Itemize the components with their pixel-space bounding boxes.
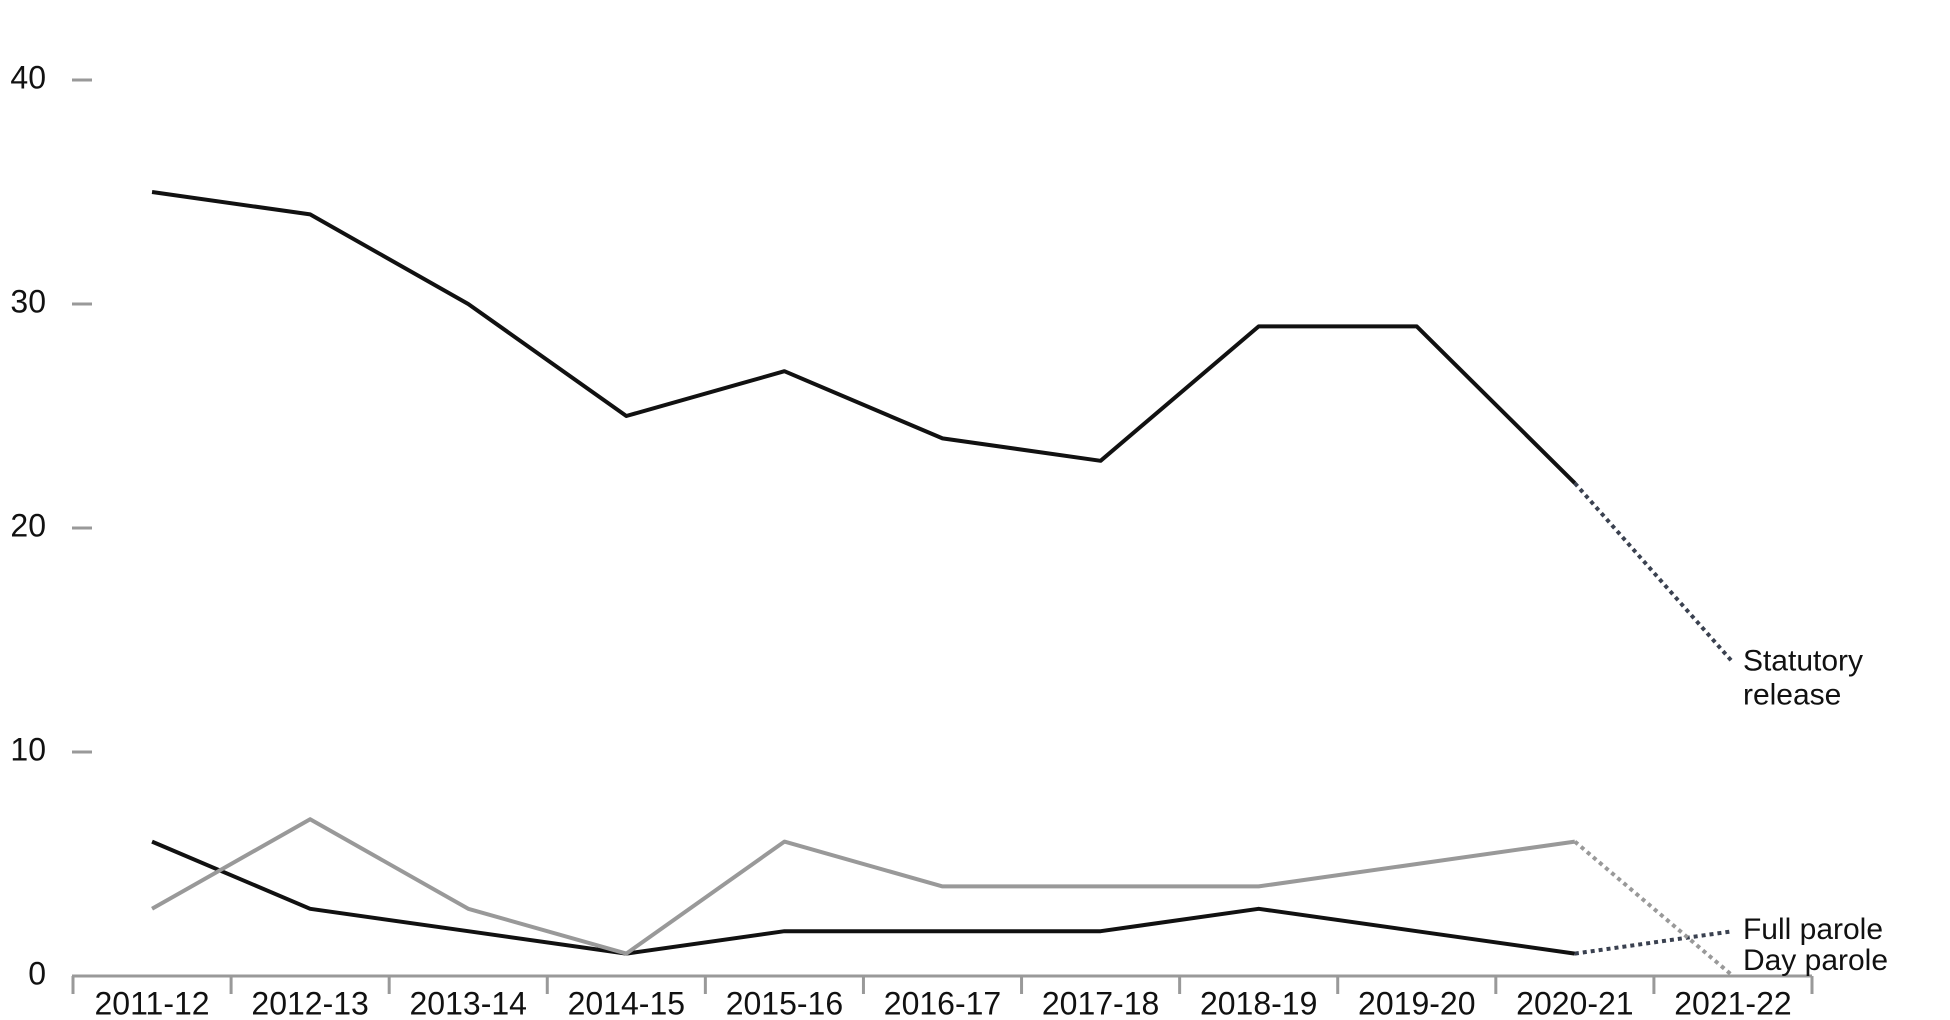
y-tick-label: 20 bbox=[10, 507, 46, 543]
y-tick-label: 0 bbox=[28, 955, 46, 991]
x-tick-label: 2013-14 bbox=[410, 985, 527, 1020]
series-line-projected bbox=[1573, 481, 1735, 664]
y-tick-label: 40 bbox=[10, 59, 46, 95]
series-line-projected bbox=[1574, 929, 1734, 956]
y-tick-label: 30 bbox=[10, 283, 46, 319]
series-line bbox=[151, 839, 1576, 956]
x-tick-label: 2020-21 bbox=[1516, 985, 1633, 1020]
series-label: Statutory release bbox=[1743, 644, 1863, 711]
x-tick-label: 2014-15 bbox=[568, 985, 685, 1020]
series-line bbox=[151, 817, 1576, 956]
series-label-line: Statutory bbox=[1743, 644, 1863, 677]
x-tick-label: 2015-16 bbox=[726, 985, 843, 1020]
series-line-projected bbox=[1573, 840, 1735, 978]
series-line bbox=[151, 190, 1577, 485]
x-tick-label: 2012-13 bbox=[251, 985, 368, 1020]
x-tick-label: 2017-18 bbox=[1042, 985, 1159, 1020]
x-tick-label: 2011-12 bbox=[95, 985, 210, 1020]
x-tick-label: 2019-20 bbox=[1358, 985, 1475, 1020]
x-tick-label: 2018-19 bbox=[1200, 985, 1317, 1020]
x-tick-label: 2021-22 bbox=[1674, 985, 1791, 1020]
series-label: Full parole bbox=[1743, 913, 1883, 946]
series-label: Day parole bbox=[1743, 944, 1888, 977]
series-label-line: release bbox=[1743, 678, 1841, 711]
x-tick-label: 2016-17 bbox=[884, 985, 1001, 1020]
y-tick-label: 10 bbox=[10, 731, 46, 767]
